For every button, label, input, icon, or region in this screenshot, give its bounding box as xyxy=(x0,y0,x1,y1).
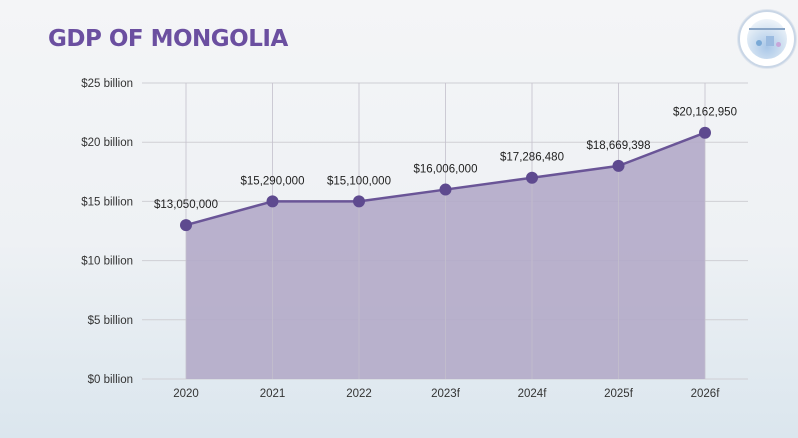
y-tick-label: $5 billion xyxy=(88,315,133,327)
x-tick-label: 2024f xyxy=(518,388,548,400)
x-tick-label: 2025f xyxy=(604,388,634,400)
x-tick-label: 2026f xyxy=(691,388,721,400)
data-point xyxy=(180,219,192,232)
x-tick-label: 2021 xyxy=(260,388,286,400)
x-tick-label: 2023f xyxy=(431,388,461,400)
y-tick-label: $10 billion xyxy=(81,256,133,268)
x-tick-label: 2020 xyxy=(173,388,199,400)
data-point xyxy=(266,195,279,208)
data-point xyxy=(353,195,365,208)
y-tick-label: $15 billion xyxy=(81,196,133,208)
data-label: $16,006,000 xyxy=(414,164,478,176)
x-axis-ticks: 2020 2021 2022 2023f 2024f 2025f 2026f xyxy=(173,388,720,400)
data-point xyxy=(699,126,711,139)
y-tick-label: $0 billion xyxy=(88,374,133,386)
y-tick-label: $20 billion xyxy=(81,137,133,149)
series-markers xyxy=(180,126,711,232)
data-label: $17,286,480 xyxy=(500,152,564,164)
data-label: $20,162,950 xyxy=(673,107,737,119)
x-tick-label: 2022 xyxy=(346,388,372,400)
globe-logo-icon xyxy=(738,10,796,68)
page-title: GDP OF MONGOLIA xyxy=(48,26,288,52)
data-point xyxy=(612,159,625,172)
data-point xyxy=(526,171,538,184)
data-label: $13,050,000 xyxy=(154,199,218,211)
data-labels: $13,050,000 $15,290,000 $15,100,000 $16,006… xyxy=(154,107,737,211)
data-point xyxy=(439,183,452,196)
data-label: $15,290,000 xyxy=(241,175,305,187)
data-label: $18,669,398 xyxy=(587,140,651,152)
y-tick-label: $25 billion xyxy=(81,78,133,90)
y-axis-ticks: $0 billion $5 billion $10 billion $15 billi… xyxy=(81,78,133,386)
data-label: $15,100,000 xyxy=(327,175,391,187)
x-grid-lines xyxy=(185,83,706,379)
